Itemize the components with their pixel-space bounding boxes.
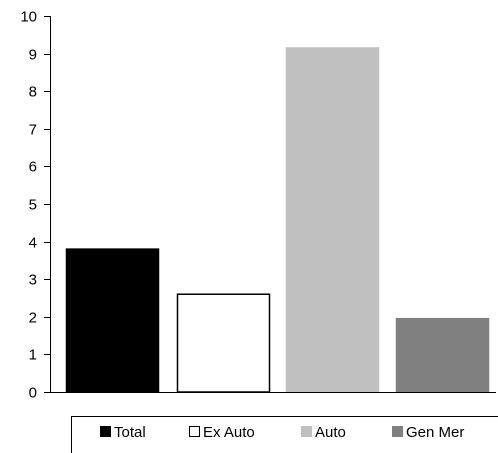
legend-item-total: Total bbox=[100, 424, 146, 441]
y-tick-label: 3 bbox=[29, 272, 37, 289]
y-tick-label: 9 bbox=[29, 47, 37, 64]
legend-label-total: Total bbox=[114, 424, 146, 441]
y-tick-label: 7 bbox=[29, 122, 37, 139]
legend-label-auto: Auto bbox=[315, 424, 346, 441]
legend-item-ex-auto: Ex Auto bbox=[189, 424, 255, 441]
legend-item-auto: Auto bbox=[301, 424, 346, 441]
y-tick-label: 2 bbox=[29, 310, 37, 327]
bar-gen-mer bbox=[395, 317, 490, 393]
y-tick-label: 1 bbox=[29, 347, 37, 364]
y-tick-label: 4 bbox=[29, 235, 37, 252]
legend-item-gen-mer: Gen Mer bbox=[392, 424, 464, 441]
bar-total bbox=[65, 248, 160, 393]
y-tick-label: 5 bbox=[29, 197, 37, 214]
legend-swatch-ex-auto bbox=[189, 426, 200, 437]
y-tick-label: 0 bbox=[29, 385, 37, 402]
legend-swatch-total bbox=[100, 426, 111, 437]
bars-layer bbox=[65, 47, 490, 393]
y-tick-label: 10 bbox=[20, 9, 37, 26]
legend: Total Ex Auto Auto Gen Mer bbox=[71, 416, 498, 453]
bar-ex-auto bbox=[176, 293, 271, 393]
legend-swatch-gen-mer bbox=[392, 426, 403, 437]
legend-label-ex-auto: Ex Auto bbox=[203, 424, 255, 441]
y-axis: 0 1 2 3 4 5 6 7 8 9 10 bbox=[20, 9, 496, 402]
legend-label-gen-mer: Gen Mer bbox=[406, 424, 464, 441]
legend-swatch-auto bbox=[301, 426, 312, 437]
y-tick-label: 6 bbox=[29, 159, 37, 176]
y-tick-label: 8 bbox=[29, 84, 37, 101]
bar-auto bbox=[285, 47, 380, 393]
